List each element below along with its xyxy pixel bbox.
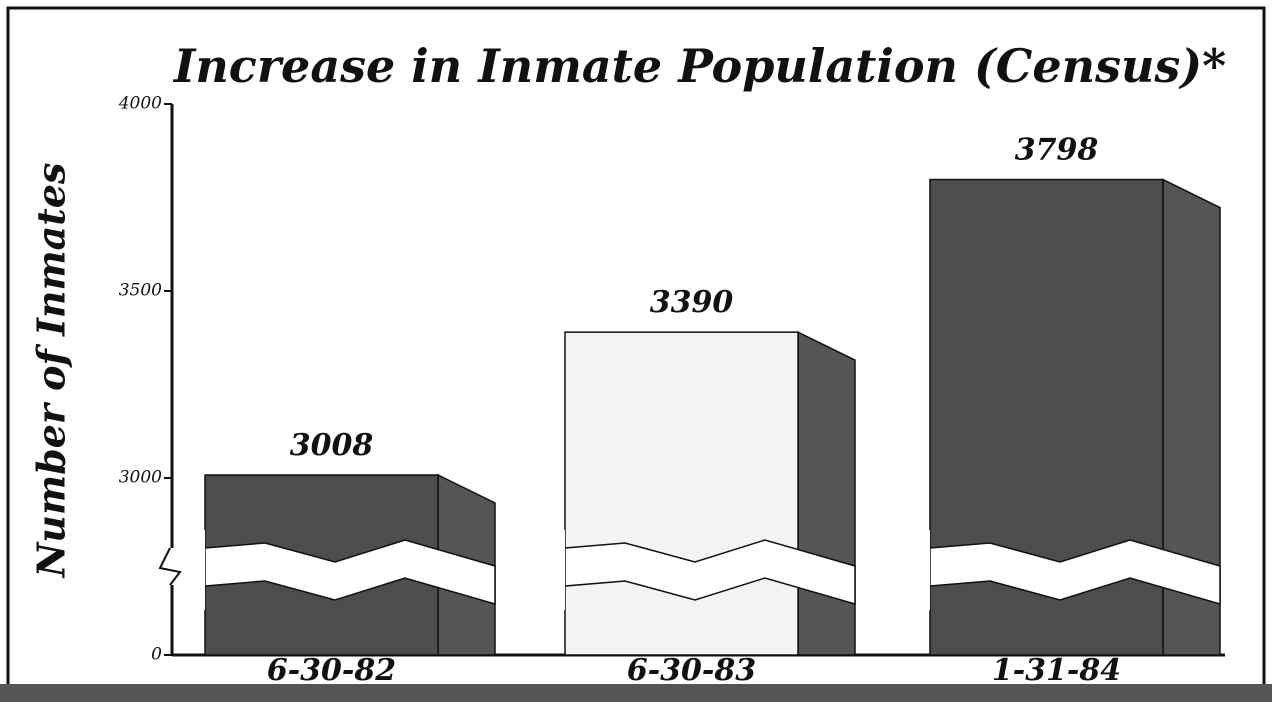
bar-break-edge: [927, 530, 930, 610]
bar-break-edge: [562, 530, 565, 610]
chart-title: Increase in Inmate Population (Census)*: [172, 39, 1226, 93]
value-label: 3008: [290, 428, 374, 463]
bar-break: [204, 539, 496, 605]
y-axis-label: Number of Inmates: [29, 163, 74, 579]
x-tick-label: 1-31-84: [992, 653, 1121, 688]
bar-break-edge: [202, 530, 205, 610]
bar-break: [929, 539, 1221, 605]
axis-break: [158, 547, 182, 586]
bar-break: [564, 539, 856, 605]
bottom-band: [0, 684, 1272, 702]
y-tick-label: 0: [151, 645, 162, 665]
y-tick-label: 3000: [119, 468, 162, 488]
value-label: 3798: [1015, 133, 1099, 168]
x-tick-label: 6-30-83: [627, 653, 756, 688]
value-label: 3390: [650, 285, 734, 320]
y-tick-label: 4000: [118, 94, 162, 114]
bar: [564, 331, 799, 656]
y-tick-label: 3500: [119, 281, 162, 301]
bar-side: [797, 330, 856, 656]
x-tick-label: 6-30-82: [267, 653, 396, 688]
